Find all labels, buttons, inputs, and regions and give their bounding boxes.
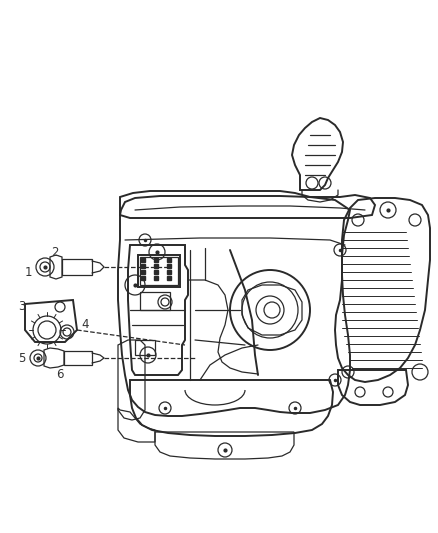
Bar (140, 292, 170, 310)
Bar (64, 351, 92, 365)
Text: 1: 1 (24, 265, 32, 279)
Bar (62, 259, 92, 275)
Text: 6: 6 (56, 368, 64, 382)
Bar (138, 255, 180, 287)
Bar (140, 257, 178, 285)
Text: 3: 3 (18, 301, 26, 313)
Text: 5: 5 (18, 351, 26, 365)
Text: 4: 4 (81, 319, 89, 332)
Text: 2: 2 (51, 246, 59, 260)
Bar (135, 340, 155, 355)
